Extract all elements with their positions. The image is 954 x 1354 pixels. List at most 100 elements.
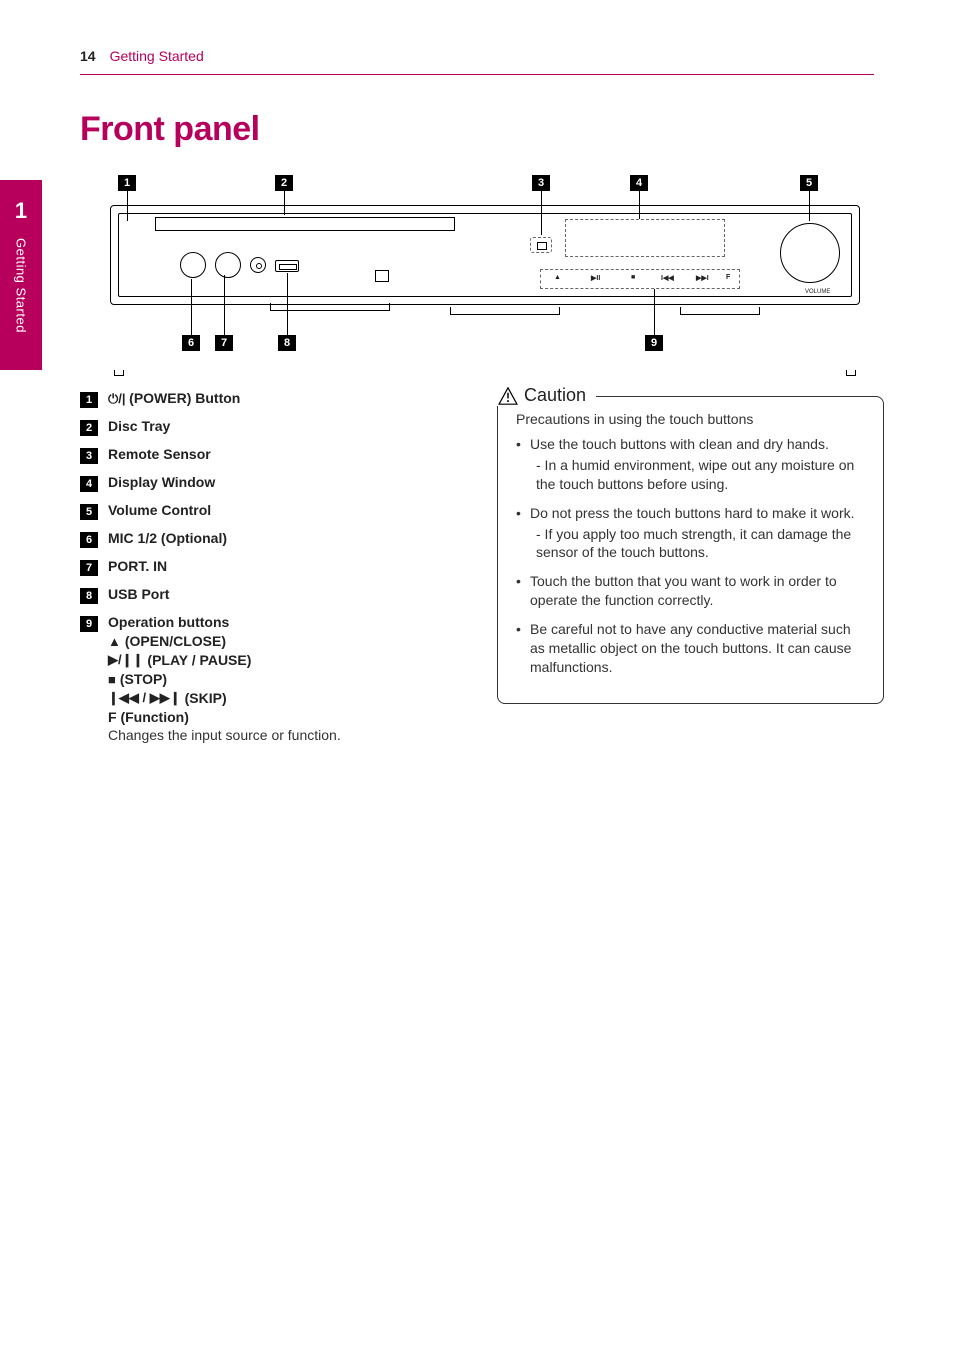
caution-item: Do not press the touch buttons hard to m… <box>516 504 865 563</box>
volume-knob <box>780 223 840 283</box>
legend-number-box: 6 <box>80 532 98 548</box>
legend-label: Remote Sensor <box>108 446 211 462</box>
legend-item: 8 USB Port <box>80 586 467 604</box>
callout-8: 8 <box>278 335 296 351</box>
operation-buttons-strip: ▲ ▶II ■ I◀◀ ▶▶I F <box>540 269 740 289</box>
caution-item: Touch the button that you want to work i… <box>516 572 865 610</box>
callout-6: 6 <box>182 335 200 351</box>
caution-item: Use the touch buttons with clean and dry… <box>516 435 865 494</box>
section-tab: 1 Getting Started <box>0 180 42 370</box>
operation-sublist: ▲ (OPEN/CLOSE) ▶/❙❙(PLAY / PAUSE) ■ (STOP) ❙◀… <box>108 633 467 725</box>
operation-sub-item: ▲ (OPEN/CLOSE) <box>108 633 467 649</box>
legend-text: USB Port <box>108 586 467 602</box>
operation-icon: ■ <box>108 672 116 687</box>
legend-number-box: 8 <box>80 588 98 604</box>
caution-sub-text: - In a humid environment, wipe out any m… <box>530 456 865 494</box>
stop-icon: ■ <box>631 274 635 281</box>
operation-sub-text: (OPEN/CLOSE) <box>125 633 226 649</box>
operation-sub-text: (PLAY / PAUSE) <box>147 652 251 668</box>
legend-text: Operation buttons ▲ (OPEN/CLOSE) ▶/❙❙(PLAY … <box>108 614 467 743</box>
operation-icon: ▶/❙❙ <box>108 652 143 668</box>
legend-label: Operation buttons <box>108 614 229 630</box>
callout-line-9 <box>654 289 655 335</box>
device-foot-left <box>114 370 124 376</box>
device-foot-right <box>846 370 856 376</box>
callout-line-1 <box>127 191 128 221</box>
caution-lead-text: Precautions in using the touch buttons <box>516 411 865 427</box>
legend-item: 5 Volume Control <box>80 502 467 520</box>
callout-line-7 <box>224 275 225 335</box>
operation-icon: ▲ <box>108 634 121 649</box>
operation-sub-text: (STOP) <box>120 671 167 687</box>
legend-number-box: 4 <box>80 476 98 492</box>
caution-box: Caution Precautions in using the touch b… <box>497 396 884 704</box>
page-number: 14 <box>80 48 96 64</box>
legend-text: PORT. IN <box>108 558 467 574</box>
aux-connector <box>375 270 389 282</box>
disc-tray-lip <box>270 303 390 311</box>
legend-number-box: 7 <box>80 560 98 576</box>
caution-triangle-icon <box>498 387 518 405</box>
content-columns: 1 ⏻/| (POWER) Button 2Disc Tray 3Remote Sen… <box>80 390 884 753</box>
callout-5: 5 <box>800 175 818 191</box>
operation-sub-text: (SKIP) <box>185 690 227 706</box>
caution-sub-text: - If you apply too much strength, it can… <box>530 525 865 563</box>
legend-item: 6 MIC 1/2 (Optional) <box>80 530 467 548</box>
legend-item: 9 Operation buttons ▲ (OPEN/CLOSE) ▶/❙❙(PLAY… <box>80 614 467 743</box>
legend-label: Volume Control <box>108 502 211 518</box>
legend-item: 3Remote Sensor <box>80 446 467 464</box>
legend-column: 1 ⏻/| (POWER) Button 2Disc Tray 3Remote Sen… <box>80 390 467 753</box>
callout-4: 4 <box>630 175 648 191</box>
legend-text: Disc Tray <box>108 418 467 434</box>
callout-1: 1 <box>118 175 136 191</box>
legend-icon: ⏻/| <box>108 391 129 406</box>
operation-sub-item: ❙◀◀ / ▶▶❙(SKIP) <box>108 690 467 706</box>
usb-port <box>275 260 299 272</box>
legend-label: Disc Tray <box>108 418 170 434</box>
operation-sub-text: F (Function) <box>108 709 189 725</box>
callout-line-4 <box>639 191 640 219</box>
open-close-icon: ▲ <box>554 274 561 281</box>
legend-text: MIC 1/2 (Optional) <box>108 530 467 546</box>
device-base-1 <box>450 307 560 315</box>
caution-item: Be careful not to have any conductive ma… <box>516 620 865 677</box>
callout-line-5 <box>809 191 810 221</box>
skip-fwd-icon: ▶▶I <box>696 274 709 282</box>
legend-number-box: 9 <box>80 616 98 632</box>
operation-icon: ❙◀◀ / ▶▶❙ <box>108 690 181 706</box>
skip-back-icon: I◀◀ <box>661 274 674 282</box>
legend-text: ⏻/| (POWER) Button <box>108 390 467 407</box>
front-panel-diagram: VOLUME ▲ ▶II ■ I◀◀ ▶▶I F 1 2 3 4 5 6 7 8… <box>100 175 870 370</box>
function-icon: F <box>726 274 730 281</box>
legend-label: MIC 1/2 (Optional) <box>108 530 227 546</box>
tab-label: Getting Started <box>14 238 29 333</box>
mic-jack-1 <box>180 252 206 278</box>
callout-line-8 <box>287 273 288 335</box>
device-base-2 <box>680 307 760 315</box>
legend-number-box: 1 <box>80 392 98 408</box>
callout-2: 2 <box>275 175 293 191</box>
port-in-jack <box>250 257 266 273</box>
caution-header: Caution <box>492 385 596 406</box>
legend-text: Remote Sensor <box>108 446 467 462</box>
operation-sub-item: ■ (STOP) <box>108 671 467 687</box>
callout-line-3 <box>541 191 542 235</box>
main-title: Front panel <box>80 110 260 149</box>
caution-column: Caution Precautions in using the touch b… <box>497 390 884 753</box>
operation-sub-item: F (Function) <box>108 709 467 725</box>
display-window <box>565 219 725 257</box>
legend-label: (POWER) Button <box>129 390 240 406</box>
header-section-title: Getting Started <box>110 48 204 64</box>
legend-text: Display Window <box>108 474 467 490</box>
legend-label: Display Window <box>108 474 215 490</box>
legend-text: Volume Control <box>108 502 467 518</box>
caution-list: Use the touch buttons with clean and dry… <box>516 435 865 677</box>
legend-item: 4 Display Window <box>80 474 467 492</box>
operation-sub-item: ▶/❙❙(PLAY / PAUSE) <box>108 652 467 668</box>
legend-number-box: 5 <box>80 504 98 520</box>
volume-label-text: VOLUME <box>805 289 830 295</box>
tab-number: 1 <box>15 198 27 224</box>
legend-description: Changes the input source or function. <box>108 727 467 743</box>
legend-item: 2Disc Tray <box>80 418 467 436</box>
legend-item: 7 PORT. IN <box>80 558 467 576</box>
